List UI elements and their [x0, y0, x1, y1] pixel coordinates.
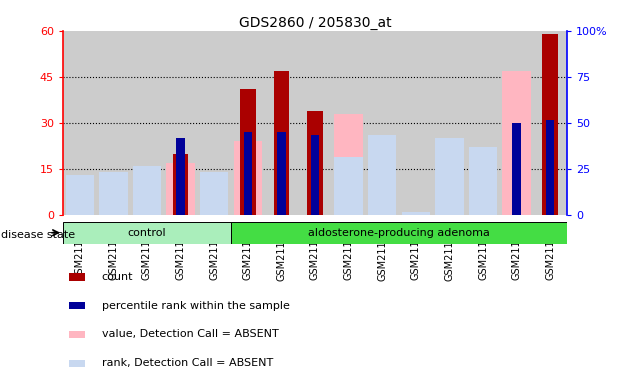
Bar [231, 31, 265, 215]
Text: value, Detection Call = ABSENT: value, Detection Call = ABSENT [102, 329, 278, 339]
Bar [200, 172, 229, 215]
Text: percentile rank within the sample: percentile rank within the sample [102, 301, 290, 311]
Bar [69, 273, 85, 281]
Bar [96, 31, 130, 215]
Text: count: count [102, 272, 134, 282]
Bar [368, 135, 396, 215]
Bar [176, 138, 185, 215]
Bar [99, 190, 128, 215]
Bar [133, 166, 161, 215]
Bar [332, 31, 365, 215]
Bar [502, 71, 531, 215]
Bar [231, 222, 567, 244]
Bar [164, 31, 197, 215]
Bar [500, 31, 534, 215]
Bar [63, 222, 231, 244]
Bar [466, 31, 500, 215]
Bar [197, 31, 231, 215]
Bar [399, 31, 433, 215]
Bar [469, 169, 497, 215]
Bar [69, 359, 85, 367]
Bar [542, 34, 558, 215]
Bar [99, 172, 128, 215]
Bar [365, 31, 399, 215]
Bar [534, 31, 567, 215]
Bar [469, 147, 497, 215]
Bar [307, 111, 323, 215]
Bar [244, 132, 252, 215]
Bar [335, 114, 363, 215]
Bar [546, 120, 554, 215]
Text: disease state: disease state [1, 230, 76, 240]
Bar [335, 157, 363, 215]
Bar [200, 172, 229, 215]
Bar [298, 31, 332, 215]
Bar [234, 141, 262, 215]
Bar [240, 89, 256, 215]
Bar [66, 200, 94, 215]
Bar [435, 163, 464, 215]
Text: rank, Detection Call = ABSENT: rank, Detection Call = ABSENT [102, 358, 273, 368]
Bar [435, 138, 464, 215]
Bar [66, 175, 94, 215]
Bar [401, 212, 430, 215]
Bar [63, 31, 96, 215]
Bar [130, 31, 164, 215]
Bar [166, 163, 195, 215]
Bar [311, 135, 319, 215]
Bar [173, 154, 188, 215]
Bar [433, 31, 466, 215]
Text: control: control [128, 228, 166, 238]
Bar [69, 331, 85, 338]
Bar [512, 123, 521, 215]
Text: aldosterone-producing adenoma: aldosterone-producing adenoma [308, 228, 490, 238]
Bar [69, 302, 85, 309]
Bar [273, 71, 289, 215]
Bar [265, 31, 298, 215]
Bar [277, 132, 285, 215]
Title: GDS2860 / 205830_at: GDS2860 / 205830_at [239, 16, 391, 30]
